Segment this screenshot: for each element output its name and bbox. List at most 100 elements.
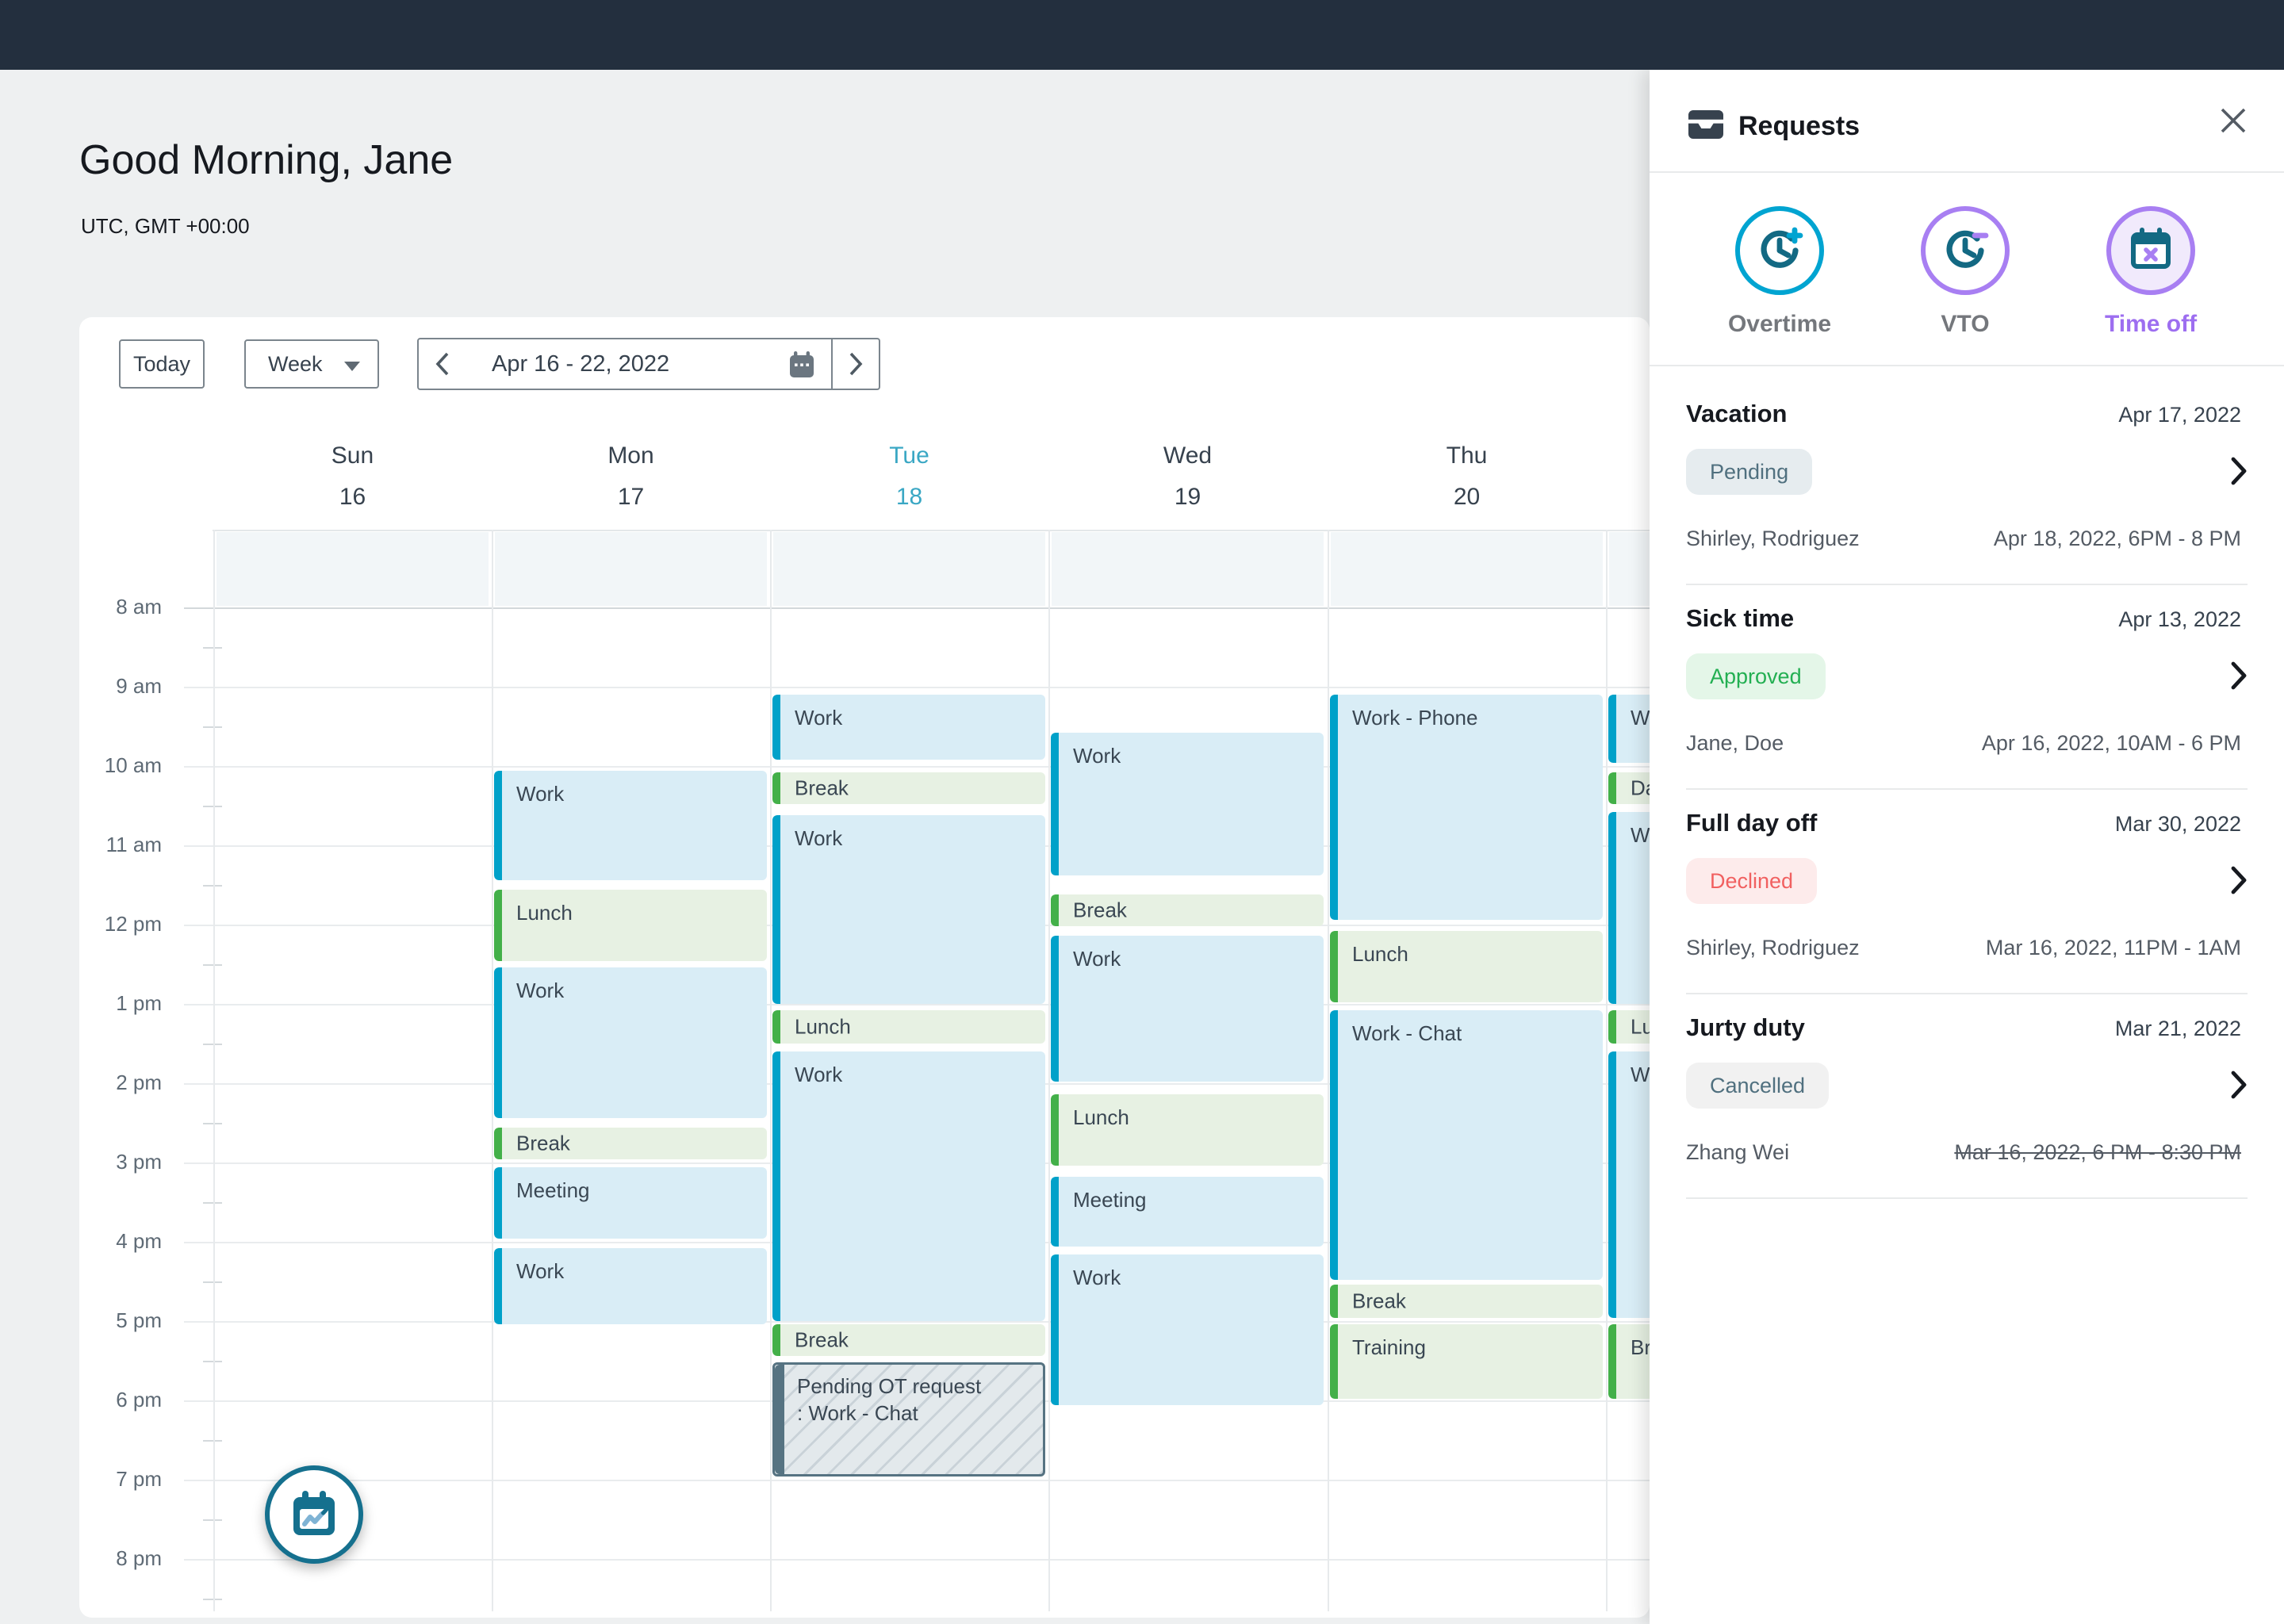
- calendar-event-work[interactable]: Work: [494, 967, 767, 1118]
- hour-line: [184, 1559, 1650, 1561]
- previous-week-button[interactable]: [417, 338, 468, 390]
- request-type-timeoff-button[interactable]: Time off: [2071, 206, 2230, 338]
- calendar-event-break[interactable]: Lunch: [1051, 1094, 1324, 1166]
- day-header-number-mon: 17: [617, 484, 645, 510]
- hour-label: 10 am: [104, 753, 162, 777]
- today-button[interactable]: Today: [119, 339, 205, 389]
- request-time: Apr 16, 2022, 10AM - 6 PM: [1981, 731, 2241, 755]
- calendar-activity-icon: [293, 1491, 335, 1535]
- request-item[interactable]: Vacation Apr 17, 2022 Pending Shirley, Rodr…: [1686, 381, 2248, 585]
- panel-title: Requests: [1738, 111, 1861, 141]
- event-label: Work: [795, 826, 843, 850]
- calendar-event-break[interactable]: Lunch: [494, 890, 767, 961]
- date-range-picker[interactable]: Apr 16 - 22, 2022: [466, 338, 831, 390]
- calendar-event-break[interactable]: Break: [772, 772, 1045, 804]
- event-label: Work: [795, 706, 843, 730]
- status-badge: Pending: [1686, 449, 1813, 495]
- calendar-icon: [790, 351, 814, 377]
- half-hour-tick: [203, 806, 222, 807]
- event-label: Work: [516, 979, 565, 1002]
- request-type-label: Time off: [2104, 311, 2198, 337]
- hour-label: 7 pm: [116, 1467, 162, 1491]
- chevron-right-icon[interactable]: [2230, 866, 2248, 901]
- half-hour-tick: [203, 1361, 222, 1362]
- hour-line: [184, 1480, 1650, 1481]
- calendar-event-work[interactable]: Work: [494, 1248, 767, 1324]
- column-line: [213, 530, 215, 1611]
- calendar-event-break[interactable]: Break: [1330, 1285, 1603, 1318]
- chevron-right-icon[interactable]: [2230, 457, 2248, 492]
- column-line: [1048, 530, 1050, 1611]
- calendar-event-break[interactable]: Training: [1330, 1324, 1603, 1399]
- calendar-event-work[interactable]: Meeting: [494, 1167, 767, 1239]
- column-line: [770, 530, 772, 1611]
- schedule-fab-button[interactable]: [265, 1465, 363, 1564]
- hour-label: 9 am: [116, 674, 162, 698]
- calendar-x-icon: [2131, 228, 2171, 269]
- half-hour-tick: [203, 1123, 222, 1124]
- half-hour-tick: [203, 726, 222, 728]
- half-hour-tick: [203, 1599, 222, 1600]
- calendar-event-work[interactable]: Work: [1051, 936, 1324, 1082]
- chevron-right-icon[interactable]: [2230, 661, 2248, 696]
- calendar-event-work[interactable]: Work: [1051, 733, 1324, 875]
- half-hour-tick: [203, 647, 222, 649]
- calendar-event-ot[interactable]: Pending OT request: Work - Chat: [772, 1362, 1045, 1477]
- hour-label: 11 am: [105, 833, 162, 856]
- half-hour-tick: [203, 1519, 222, 1521]
- request-type-title: Jurty duty: [1686, 1013, 1805, 1041]
- timezone-label: UTC, GMT +00:00: [81, 214, 250, 238]
- day-header-number-tue: 18: [895, 484, 923, 510]
- request-date: Mar 21, 2022: [2114, 1017, 2241, 1040]
- panel-types-divider: [1650, 365, 2284, 366]
- request-type-label: VTO: [1941, 311, 1990, 337]
- calendar-event-break[interactable]: Break: [494, 1128, 767, 1159]
- event-label: Work: [516, 1259, 565, 1283]
- request-date: Apr 13, 2022: [2118, 607, 2241, 631]
- column-line: [492, 530, 493, 1611]
- timeoff-circle: [2106, 206, 2195, 295]
- request-type-title: Sick time: [1686, 604, 1795, 632]
- event-label: Work - Phone: [1352, 706, 1478, 730]
- next-week-button[interactable]: [831, 338, 880, 390]
- event-label: Work - Chat: [1352, 1021, 1462, 1045]
- event-label: Meeting: [516, 1178, 590, 1202]
- day-header-name-tue: Tue: [889, 442, 929, 469]
- calendar-event-work[interactable]: Work: [494, 771, 767, 880]
- request-type-vto-button[interactable]: VTO: [1886, 206, 2044, 338]
- calendar-event-work[interactable]: Work - Phone: [1330, 695, 1603, 920]
- chevron-down-icon: [344, 362, 360, 371]
- calendar-event-work[interactable]: Work: [1051, 1254, 1324, 1405]
- calendar-event-work[interactable]: Work: [772, 815, 1045, 1004]
- half-hour-tick: [203, 1202, 222, 1204]
- day-header-number-thu: 20: [1453, 484, 1481, 510]
- event-label: Break: [795, 776, 849, 800]
- request-item[interactable]: Sick time Apr 13, 2022 Approved Jane, Doe Ap…: [1686, 585, 2248, 790]
- close-icon[interactable]: [2217, 105, 2249, 136]
- event-label: Work: [1073, 1266, 1121, 1289]
- calendar-event-break[interactable]: Break: [1051, 894, 1324, 926]
- request-item[interactable]: Jurty duty Mar 21, 2022 Cancelled Zhang Wei…: [1686, 994, 2248, 1199]
- request-person: Shirley, Rodriguez: [1686, 527, 1860, 550]
- calendar-event-break[interactable]: Lunch: [1330, 931, 1603, 1002]
- calendar-event-work[interactable]: Meeting: [1051, 1177, 1324, 1247]
- calendar-event-work[interactable]: Work: [772, 1051, 1045, 1321]
- hour-label: 8 pm: [116, 1546, 162, 1570]
- chevron-right-icon: [849, 352, 863, 376]
- view-select[interactable]: Week: [244, 339, 379, 389]
- request-type-overtime-button[interactable]: Overtime: [1700, 206, 1859, 338]
- request-time: Apr 18, 2022, 6PM - 8 PM: [1993, 527, 2241, 550]
- event-label: Work: [1073, 744, 1121, 768]
- grid-top-line: [213, 530, 1650, 531]
- calendar-event-break[interactable]: Break: [772, 1324, 1045, 1356]
- chevron-right-icon[interactable]: [2230, 1071, 2248, 1105]
- vto-circle: [1921, 206, 2010, 295]
- hour-line: [184, 766, 1650, 768]
- event-label: Lunch: [516, 901, 573, 925]
- request-date: Apr 17, 2022: [2118, 403, 2241, 427]
- calendar-event-work[interactable]: Work - Chat: [1330, 1010, 1603, 1280]
- half-hour-tick: [203, 964, 222, 966]
- request-item[interactable]: Full day off Mar 30, 2022 Declined Shirley,…: [1686, 790, 2248, 994]
- calendar-event-break[interactable]: Lunch: [772, 1010, 1045, 1044]
- calendar-event-work[interactable]: Work: [772, 695, 1045, 760]
